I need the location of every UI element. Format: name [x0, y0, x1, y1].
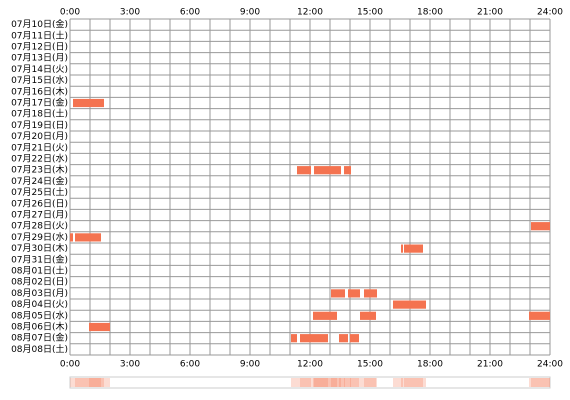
summary-segment — [89, 378, 110, 387]
activity-segment — [393, 300, 426, 309]
x-tick-label: 24:00 — [537, 8, 563, 18]
summary-bar — [69, 376, 551, 389]
row-label: 07月14日(火) — [11, 64, 68, 75]
x-tick-label: 18:00 — [417, 8, 443, 18]
summary-segment — [529, 378, 550, 387]
x-tick-label: 9:00 — [240, 360, 260, 370]
activity-segment — [331, 289, 345, 298]
x-tick-label: 3:00 — [120, 8, 140, 18]
row-label: 07月27日(月) — [11, 210, 68, 221]
summary-segment — [297, 378, 311, 387]
row-label: 07月19日(日) — [11, 120, 68, 131]
activity-segment — [70, 233, 73, 242]
activity-segment — [344, 166, 351, 175]
activity-segment — [531, 222, 550, 231]
row-label: 07月26日(日) — [11, 198, 68, 209]
row-label: 07月12日(日) — [11, 42, 68, 53]
summary-segment — [75, 378, 101, 387]
activity-segment — [360, 311, 376, 320]
row-label: 07月21日(火) — [11, 142, 68, 153]
row-label: 07月17日(金) — [11, 97, 68, 109]
activity-segment — [339, 334, 348, 343]
activity-segment — [313, 311, 337, 320]
row-label: 08月08日(土) — [11, 343, 68, 355]
row-label: 07月16日(木) — [11, 85, 68, 97]
x-tick-label: 21:00 — [477, 360, 503, 370]
x-tick-label: 12:00 — [297, 360, 323, 370]
summary-segment — [313, 378, 337, 387]
row-label: 07月25日(土) — [11, 186, 68, 198]
summary-segment — [364, 378, 377, 387]
activity-segment — [350, 334, 359, 343]
summary-segment — [360, 378, 376, 387]
summary-segment — [344, 378, 351, 387]
row-label: 08月03日(月) — [11, 288, 68, 299]
summary-segment — [404, 378, 423, 387]
row-label: 07月24日(金) — [11, 175, 68, 187]
row-label: 07月13日(月) — [11, 53, 68, 64]
row-label: 07月15日(水) — [11, 74, 68, 86]
activity-segment — [401, 244, 403, 253]
x-tick-label: 18:00 — [417, 360, 443, 370]
row-label: 07月20日(月) — [11, 131, 68, 142]
row-label: 08月07日(金) — [11, 332, 68, 344]
activity-segment — [73, 98, 104, 108]
x-tick-label: 0:00 — [60, 8, 80, 18]
activity-segment — [529, 311, 550, 320]
x-tick-label: 3:00 — [120, 360, 140, 370]
row-label: 07月29日(水) — [11, 231, 68, 243]
summary-segment — [300, 378, 328, 387]
row-label: 08月04日(火) — [11, 299, 68, 310]
summary-segment — [531, 378, 550, 387]
x-tick-label: 12:00 — [297, 8, 323, 18]
row-label: 07月18日(土) — [11, 108, 68, 120]
x-tick-label: 24:00 — [537, 360, 563, 370]
row-label: 07月28日(火) — [11, 221, 68, 232]
activity-segment — [404, 244, 423, 253]
activity-segment — [291, 334, 297, 343]
row-label: 07月30日(木) — [11, 242, 68, 254]
x-tick-label: 6:00 — [180, 360, 200, 370]
row-label: 08月05日(水) — [11, 309, 68, 321]
row-label: 07月10日(金) — [11, 18, 68, 30]
summary-segment — [401, 378, 403, 387]
row-label: 08月01日(土) — [11, 265, 68, 277]
x-tick-label: 0:00 — [60, 360, 80, 370]
row-label: 08月02日(日) — [11, 277, 68, 288]
x-tick-label: 15:00 — [357, 360, 383, 370]
activity-segment — [300, 334, 328, 343]
row-label: 07月22日(水) — [11, 153, 68, 165]
summary-segment — [331, 378, 345, 387]
row-label: 08月06日(木) — [11, 321, 68, 333]
x-tick-label: 6:00 — [180, 8, 200, 18]
row-label: 07月11日(土) — [11, 29, 68, 41]
summary-segment — [291, 378, 297, 387]
activity-segment — [314, 166, 341, 175]
summary-segment — [70, 378, 73, 387]
x-tick-label: 15:00 — [357, 8, 383, 18]
activity-segment — [75, 233, 101, 242]
summary-segment — [314, 378, 341, 387]
summary-segment — [350, 378, 359, 387]
row-label: 07月31日(金) — [11, 253, 68, 265]
summary-segment — [393, 378, 426, 387]
activity-segment — [348, 289, 360, 298]
x-tick-label: 21:00 — [477, 8, 503, 18]
activity-segment — [297, 166, 311, 175]
row-label: 07月23日(木) — [11, 164, 68, 176]
activity-segment — [89, 322, 110, 332]
x-tick-label: 9:00 — [240, 8, 260, 18]
summary-segment — [339, 378, 348, 387]
activity-segment — [364, 289, 377, 298]
summary-segment — [73, 378, 104, 387]
summary-segment — [348, 378, 360, 387]
